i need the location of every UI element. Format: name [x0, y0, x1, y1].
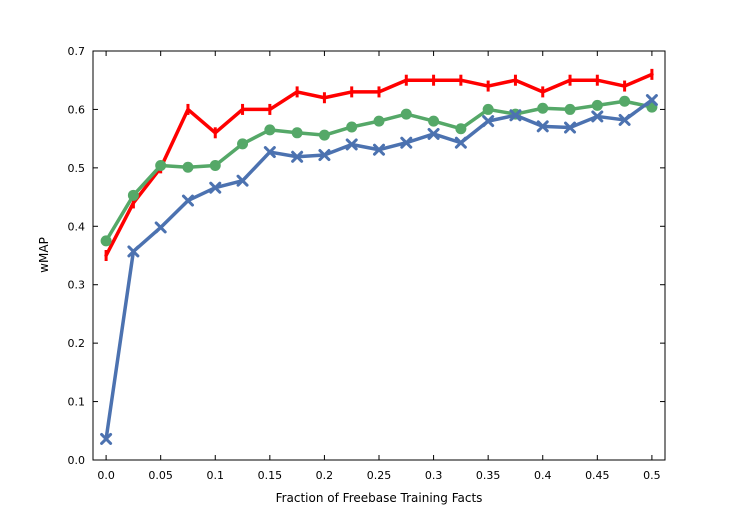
x-tick-label: 0.45: [585, 469, 610, 482]
x-tick-label: 0.05: [148, 469, 173, 482]
data-point: [318, 129, 330, 141]
x-tick-label: 0.15: [258, 469, 283, 482]
y-tick-label: 0.3: [68, 279, 86, 292]
y-tick-label: 0.0: [68, 454, 86, 467]
data-point: [209, 160, 221, 172]
data-point: [482, 103, 494, 115]
x-tick-label: 0.5: [643, 469, 661, 482]
y-axis-label: wMAP: [37, 237, 51, 273]
y-tick-label: 0.5: [68, 162, 86, 175]
y-axis-ticks: 0.0 0.1 0.2 0.3 0.4 0.5 0.6 0.7: [68, 45, 665, 467]
data-point: [182, 161, 194, 173]
data-point: [537, 102, 549, 114]
data-point: [591, 99, 603, 111]
data-point: [564, 103, 576, 115]
data-point: [127, 245, 140, 258]
data-point: [482, 115, 495, 128]
data-point: [400, 108, 412, 120]
x-tick-label: 0.3: [425, 469, 443, 482]
y-tick-label: 0.6: [68, 103, 86, 116]
data-point: [400, 136, 413, 149]
x-tick-label: 0.4: [534, 469, 552, 482]
series-x: [100, 94, 658, 445]
x-axis-ticks: 0.0 0.05 0.1 0.15 0.2 0.25 0.3 0.35 0.4 0.45 0.5: [97, 51, 661, 482]
data-point: [127, 189, 139, 201]
data-point: [291, 127, 303, 139]
x-tick-label: 0.35: [476, 469, 501, 482]
series-vertical-tick: [104, 68, 654, 261]
x-tick-label: 0.0: [97, 469, 115, 482]
data-point: [564, 121, 577, 134]
data-point: [237, 138, 249, 150]
data-point: [509, 109, 522, 122]
data-point: [373, 143, 385, 156]
data-point: [100, 432, 113, 445]
data-point: [373, 115, 385, 127]
data-point: [154, 221, 167, 234]
data-point: [455, 123, 467, 135]
data-point: [263, 146, 276, 159]
data-point: [346, 121, 358, 133]
y-tick-label: 0.4: [68, 220, 86, 233]
y-tick-label: 0.2: [68, 337, 86, 350]
x-tick-label: 0.25: [367, 469, 392, 482]
data-point: [591, 110, 604, 123]
data-point: [619, 95, 631, 107]
x-axis-label: Fraction of Freebase Training Facts: [276, 491, 483, 505]
data-point: [345, 138, 358, 151]
data-point: [100, 235, 112, 247]
data-point: [427, 127, 440, 140]
data-point: [428, 115, 440, 127]
series-layer: [100, 68, 658, 445]
data-point: [618, 113, 631, 126]
plot-frame: [92, 50, 666, 461]
data-point: [155, 160, 167, 172]
data-point: [454, 136, 467, 149]
data-point: [236, 174, 249, 187]
data-point: [536, 120, 549, 133]
data-point: [181, 194, 194, 207]
data-point: [291, 150, 304, 163]
x-tick-label: 0.2: [316, 469, 334, 482]
y-tick-label: 0.7: [68, 45, 86, 58]
data-point: [318, 149, 331, 162]
data-point: [264, 124, 276, 136]
data-point: [645, 94, 658, 107]
data-point: [209, 181, 222, 194]
y-tick-label: 0.1: [68, 396, 86, 409]
x-tick-label: 0.1: [207, 469, 225, 482]
